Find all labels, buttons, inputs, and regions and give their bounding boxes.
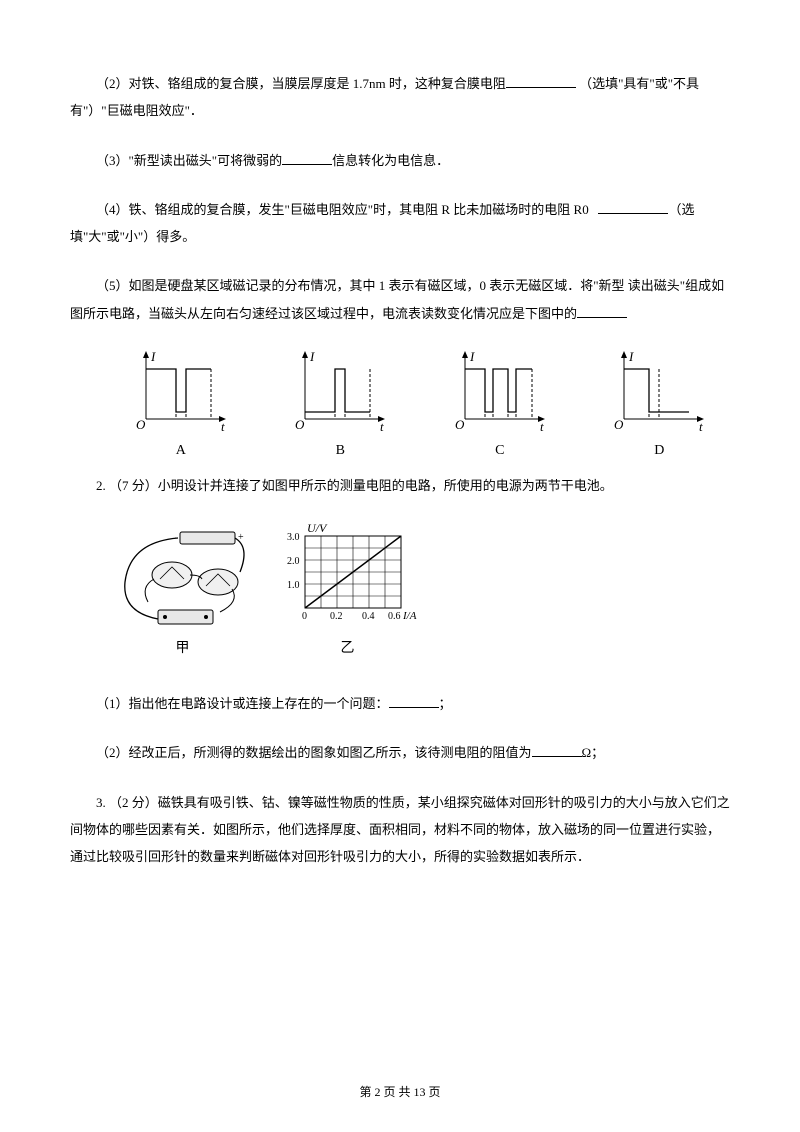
blank — [282, 152, 332, 165]
question-2-1: （1）指出他在电路设计或连接上存在的一个问题： ； — [70, 690, 730, 717]
question-2-2: （2）经改正后，所测得的数据绘出的图象如图乙所示，该待测电阻的阻值为 Ω； — [70, 739, 730, 766]
question-1-5: （5）如图是硬盘某区域磁记录的分布情况，其中 1 表示有磁区域，0 表示无磁区域… — [70, 272, 730, 327]
blank — [506, 75, 576, 88]
q2-2-text-a: （2）经改正后，所测得的数据绘出的图象如图乙所示，该待测电阻的阻值为 — [96, 745, 532, 760]
circuit-label: 甲 — [176, 638, 190, 660]
svg-text:1.0: 1.0 — [287, 580, 300, 591]
svg-text:I: I — [309, 349, 315, 364]
q2-1-text-b: ； — [439, 696, 452, 711]
chart-b: I t O B — [290, 349, 390, 462]
svg-text:U/V: U/V — [307, 522, 328, 535]
chart-a-svg: I t O — [131, 349, 231, 434]
blank — [598, 201, 668, 214]
graph-svg: U/V 1.0 2.0 3.0 0 0.2 0.4 0.6 I/A — [275, 522, 420, 632]
svg-text:0.6: 0.6 — [388, 611, 401, 622]
svg-text:2.0: 2.0 — [287, 556, 300, 567]
chart-b-label: B — [336, 440, 345, 462]
question-1-4: （4）铁、铬组成的复合膜，发生"巨磁电阻效应"时，其电阻 R 比未加磁场时的电阻… — [70, 196, 730, 251]
svg-text:0: 0 — [302, 611, 307, 622]
svg-text:I/A: I/A — [402, 610, 417, 622]
q3-text: 3. （2 分）磁铁具有吸引铁、钴、镍等磁性物质的性质，某小组探究磁体对回形针的… — [70, 795, 730, 865]
question-1-3: （3）"新型读出磁头"可将微弱的 信息转化为电信息． — [70, 147, 730, 174]
chart-d: I t O D — [609, 349, 709, 462]
axis-x-label: t — [221, 419, 225, 434]
svg-text:t: t — [540, 419, 544, 434]
svg-text:3.0: 3.0 — [287, 532, 300, 543]
origin-label: O — [136, 417, 146, 432]
svg-text:t: t — [699, 419, 703, 434]
question-1-2: （2）对铁、铬组成的复合膜，当膜层厚度是 1.7nm 时，这种复合膜电阻 （选填… — [70, 70, 730, 125]
svg-text:I: I — [628, 349, 634, 364]
q1-4-text-a: （4）铁、铬组成的复合膜，发生"巨磁电阻效应"时，其电阻 R 比未加磁场时的电阻… — [96, 202, 592, 217]
q2-intro-text: 2. （7 分）小明设计并连接了如图甲所示的测量电阻的电路，所使用的电源为两节干… — [96, 478, 613, 493]
chart-d-svg: I t O — [609, 349, 709, 434]
svg-text:O: O — [295, 417, 305, 432]
svg-text:0.4: 0.4 — [362, 611, 375, 622]
q2-figures: + 甲 U/V — [110, 522, 730, 660]
blank — [389, 695, 439, 708]
svg-text:O: O — [614, 417, 624, 432]
svg-text:O: O — [455, 417, 465, 432]
axis-y-label: I — [150, 349, 156, 364]
chart-d-label: D — [654, 440, 664, 462]
question-2-intro: 2. （7 分）小明设计并连接了如图甲所示的测量电阻的电路，所使用的电源为两节干… — [70, 472, 730, 499]
svg-text:0.2: 0.2 — [330, 611, 343, 622]
chart-a: I t O A — [131, 349, 231, 462]
page-footer: 第 2 页 共 13 页 — [0, 1083, 800, 1102]
chart-c-label: C — [495, 440, 504, 462]
charts-row: I t O A I t O B — [110, 349, 730, 462]
svg-text:t: t — [380, 419, 384, 434]
chart-c-svg: I t O — [450, 349, 550, 434]
blank — [577, 305, 627, 318]
blank — [532, 744, 582, 757]
page-number: 第 2 页 共 13 页 — [359, 1085, 440, 1099]
chart-b-svg: I t O — [290, 349, 390, 434]
circuit-figure: + 甲 — [110, 527, 255, 660]
chart-c: I t O C — [450, 349, 550, 462]
q1-3-text-a: （3）"新型读出磁头"可将微弱的 — [96, 153, 282, 168]
graph-figure: U/V 1.0 2.0 3.0 0 0.2 0.4 0.6 I/A — [275, 522, 420, 660]
chart-a-label: A — [176, 440, 186, 462]
q1-2-text-a: （2）对铁、铬组成的复合膜，当膜层厚度是 1.7nm 时，这种复合膜电阻 — [96, 76, 506, 91]
svg-text:I: I — [469, 349, 475, 364]
question-3: 3. （2 分）磁铁具有吸引铁、钴、镍等磁性物质的性质，某小组探究磁体对回形针的… — [70, 789, 730, 871]
q2-2-text-b: Ω； — [582, 745, 605, 760]
graph-label: 乙 — [341, 638, 355, 660]
q2-1-text-a: （1）指出他在电路设计或连接上存在的一个问题： — [96, 696, 389, 711]
q1-3-text-b: 信息转化为电信息． — [332, 153, 449, 168]
circuit-svg: + — [110, 527, 255, 632]
